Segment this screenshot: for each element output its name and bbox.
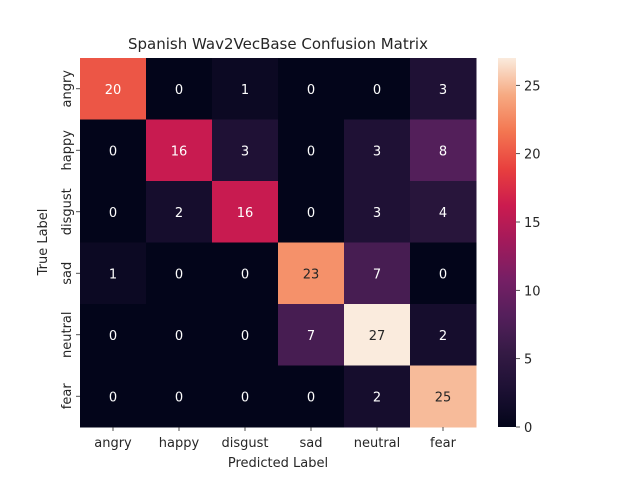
heatmap-cell — [146, 181, 213, 243]
heatmap-cell — [212, 181, 279, 243]
cell-value-label: 16 — [237, 206, 254, 221]
colorbar-tick-label: 10 — [524, 284, 541, 299]
heatmap-cell — [278, 242, 345, 305]
heatmap-cell — [212, 242, 279, 305]
cell-value-label: 0 — [307, 390, 315, 405]
colorbar-tick-label: 0 — [524, 421, 532, 436]
heatmap-cell — [278, 304, 345, 366]
colorbar — [498, 58, 516, 427]
y-tick-label: sad — [60, 262, 75, 285]
heatmap-cell — [212, 119, 279, 182]
y-tick-label: happy — [60, 130, 75, 171]
heatmap-cell — [212, 304, 279, 366]
cell-value-label: 1 — [109, 267, 117, 282]
cell-value-label: 0 — [175, 267, 183, 282]
cell-value-label: 20 — [105, 83, 122, 98]
cell-value-label: 0 — [439, 267, 447, 282]
heatmap-cell — [80, 304, 147, 366]
cell-value-label: 0 — [109, 329, 117, 344]
y-tick-label: disgust — [60, 188, 75, 235]
x-axis-ticks: angry happy disgust sad neutral fear — [94, 427, 457, 451]
y-axis-label: True Label — [36, 209, 51, 277]
x-tick-label: sad — [300, 436, 323, 451]
heatmap-cell — [80, 58, 147, 120]
cell-value-label: 0 — [175, 83, 183, 98]
cell-value-label: 27 — [369, 329, 386, 344]
x-tick-label: fear — [430, 436, 457, 451]
cell-value-label: 7 — [373, 267, 381, 282]
cell-value-label: 0 — [241, 267, 249, 282]
cell-value-label: 0 — [175, 329, 183, 344]
colorbar-ticks: 0 5 10 15 20 25 — [516, 79, 541, 436]
cell-value-label: 3 — [241, 144, 249, 159]
x-tick-label: disgust — [222, 436, 269, 451]
heatmap-cell — [80, 119, 147, 182]
colorbar-tick-label: 25 — [524, 79, 541, 94]
colorbar-tick-label: 20 — [524, 148, 541, 163]
heatmap-cell — [146, 304, 213, 366]
y-tick-label: angry — [60, 70, 75, 108]
cell-value-label: 0 — [109, 206, 117, 221]
cell-value-label: 0 — [241, 329, 249, 344]
heatmap-cells: 20 0 1 0 0 30 16 3 0 3 80 2 16 0 3 41 0 0 23 7 00 0 0 7 27 20 0 0 0 2… — [80, 58, 477, 428]
cell-value-label: 4 — [439, 206, 447, 221]
heatmap-cell — [146, 119, 213, 182]
heatmap-cell — [344, 58, 411, 120]
heatmap-cell — [344, 181, 411, 243]
heatmap-cell — [278, 119, 345, 182]
cell-value-label: 16 — [171, 144, 188, 159]
cell-value-label: 3 — [373, 144, 381, 159]
y-tick-label: fear — [60, 383, 75, 410]
cell-value-label: 7 — [307, 329, 315, 344]
cell-value-label: 0 — [241, 390, 249, 405]
heatmap-cell — [146, 58, 213, 120]
cell-value-label: 0 — [307, 206, 315, 221]
heatmap-cell — [278, 58, 345, 120]
heatmap-cell — [278, 181, 345, 243]
cell-value-label: 0 — [307, 144, 315, 159]
cell-value-label: 2 — [439, 329, 447, 344]
heatmap-cell — [410, 119, 477, 182]
cell-value-label: 8 — [439, 144, 447, 159]
colorbar-tick-label: 15 — [524, 216, 541, 231]
heatmap-cell — [80, 365, 147, 428]
chart-title: Spanish Wav2VecBase Confusion Matrix — [128, 35, 428, 53]
cell-value-label: 0 — [307, 83, 315, 98]
heatmap-cell — [212, 58, 279, 120]
cell-value-label: 0 — [109, 144, 117, 159]
cell-value-label: 0 — [373, 83, 381, 98]
heatmap-cell — [344, 242, 411, 305]
cell-value-label: 3 — [373, 206, 381, 221]
x-axis-label: Predicted Label — [228, 456, 328, 471]
heatmap-cell — [344, 304, 411, 366]
x-tick-label: neutral — [354, 436, 401, 451]
heatmap-cell — [410, 181, 477, 243]
heatmap-cell — [212, 365, 279, 428]
y-tick-label: neutral — [60, 312, 75, 359]
y-axis-ticks: angry happy disgust sad neutral fear — [60, 70, 80, 409]
cell-value-label: 23 — [303, 267, 320, 282]
heatmap-cell — [146, 242, 213, 305]
heatmap-cell — [410, 58, 477, 120]
cell-value-label: 1 — [241, 83, 249, 98]
heatmap-cell — [410, 304, 477, 366]
colorbar-tick-label: 5 — [524, 353, 532, 368]
cell-value-label: 2 — [373, 390, 381, 405]
heatmap-cell — [146, 365, 213, 428]
heatmap-cell — [80, 181, 147, 243]
cell-value-label: 25 — [435, 390, 452, 405]
cell-value-label: 0 — [109, 390, 117, 405]
heatmap-cell — [80, 242, 147, 305]
heatmap-cell — [344, 119, 411, 182]
x-tick-label: angry — [94, 436, 132, 451]
x-tick-label: happy — [159, 436, 200, 451]
heatmap-cell — [410, 242, 477, 305]
heatmap-cell — [410, 365, 477, 428]
cell-value-label: 0 — [175, 390, 183, 405]
cell-value-label: 3 — [439, 83, 447, 98]
heatmap-cell — [344, 365, 411, 428]
heatmap-cell — [278, 365, 345, 428]
cell-value-label: 2 — [175, 206, 183, 221]
